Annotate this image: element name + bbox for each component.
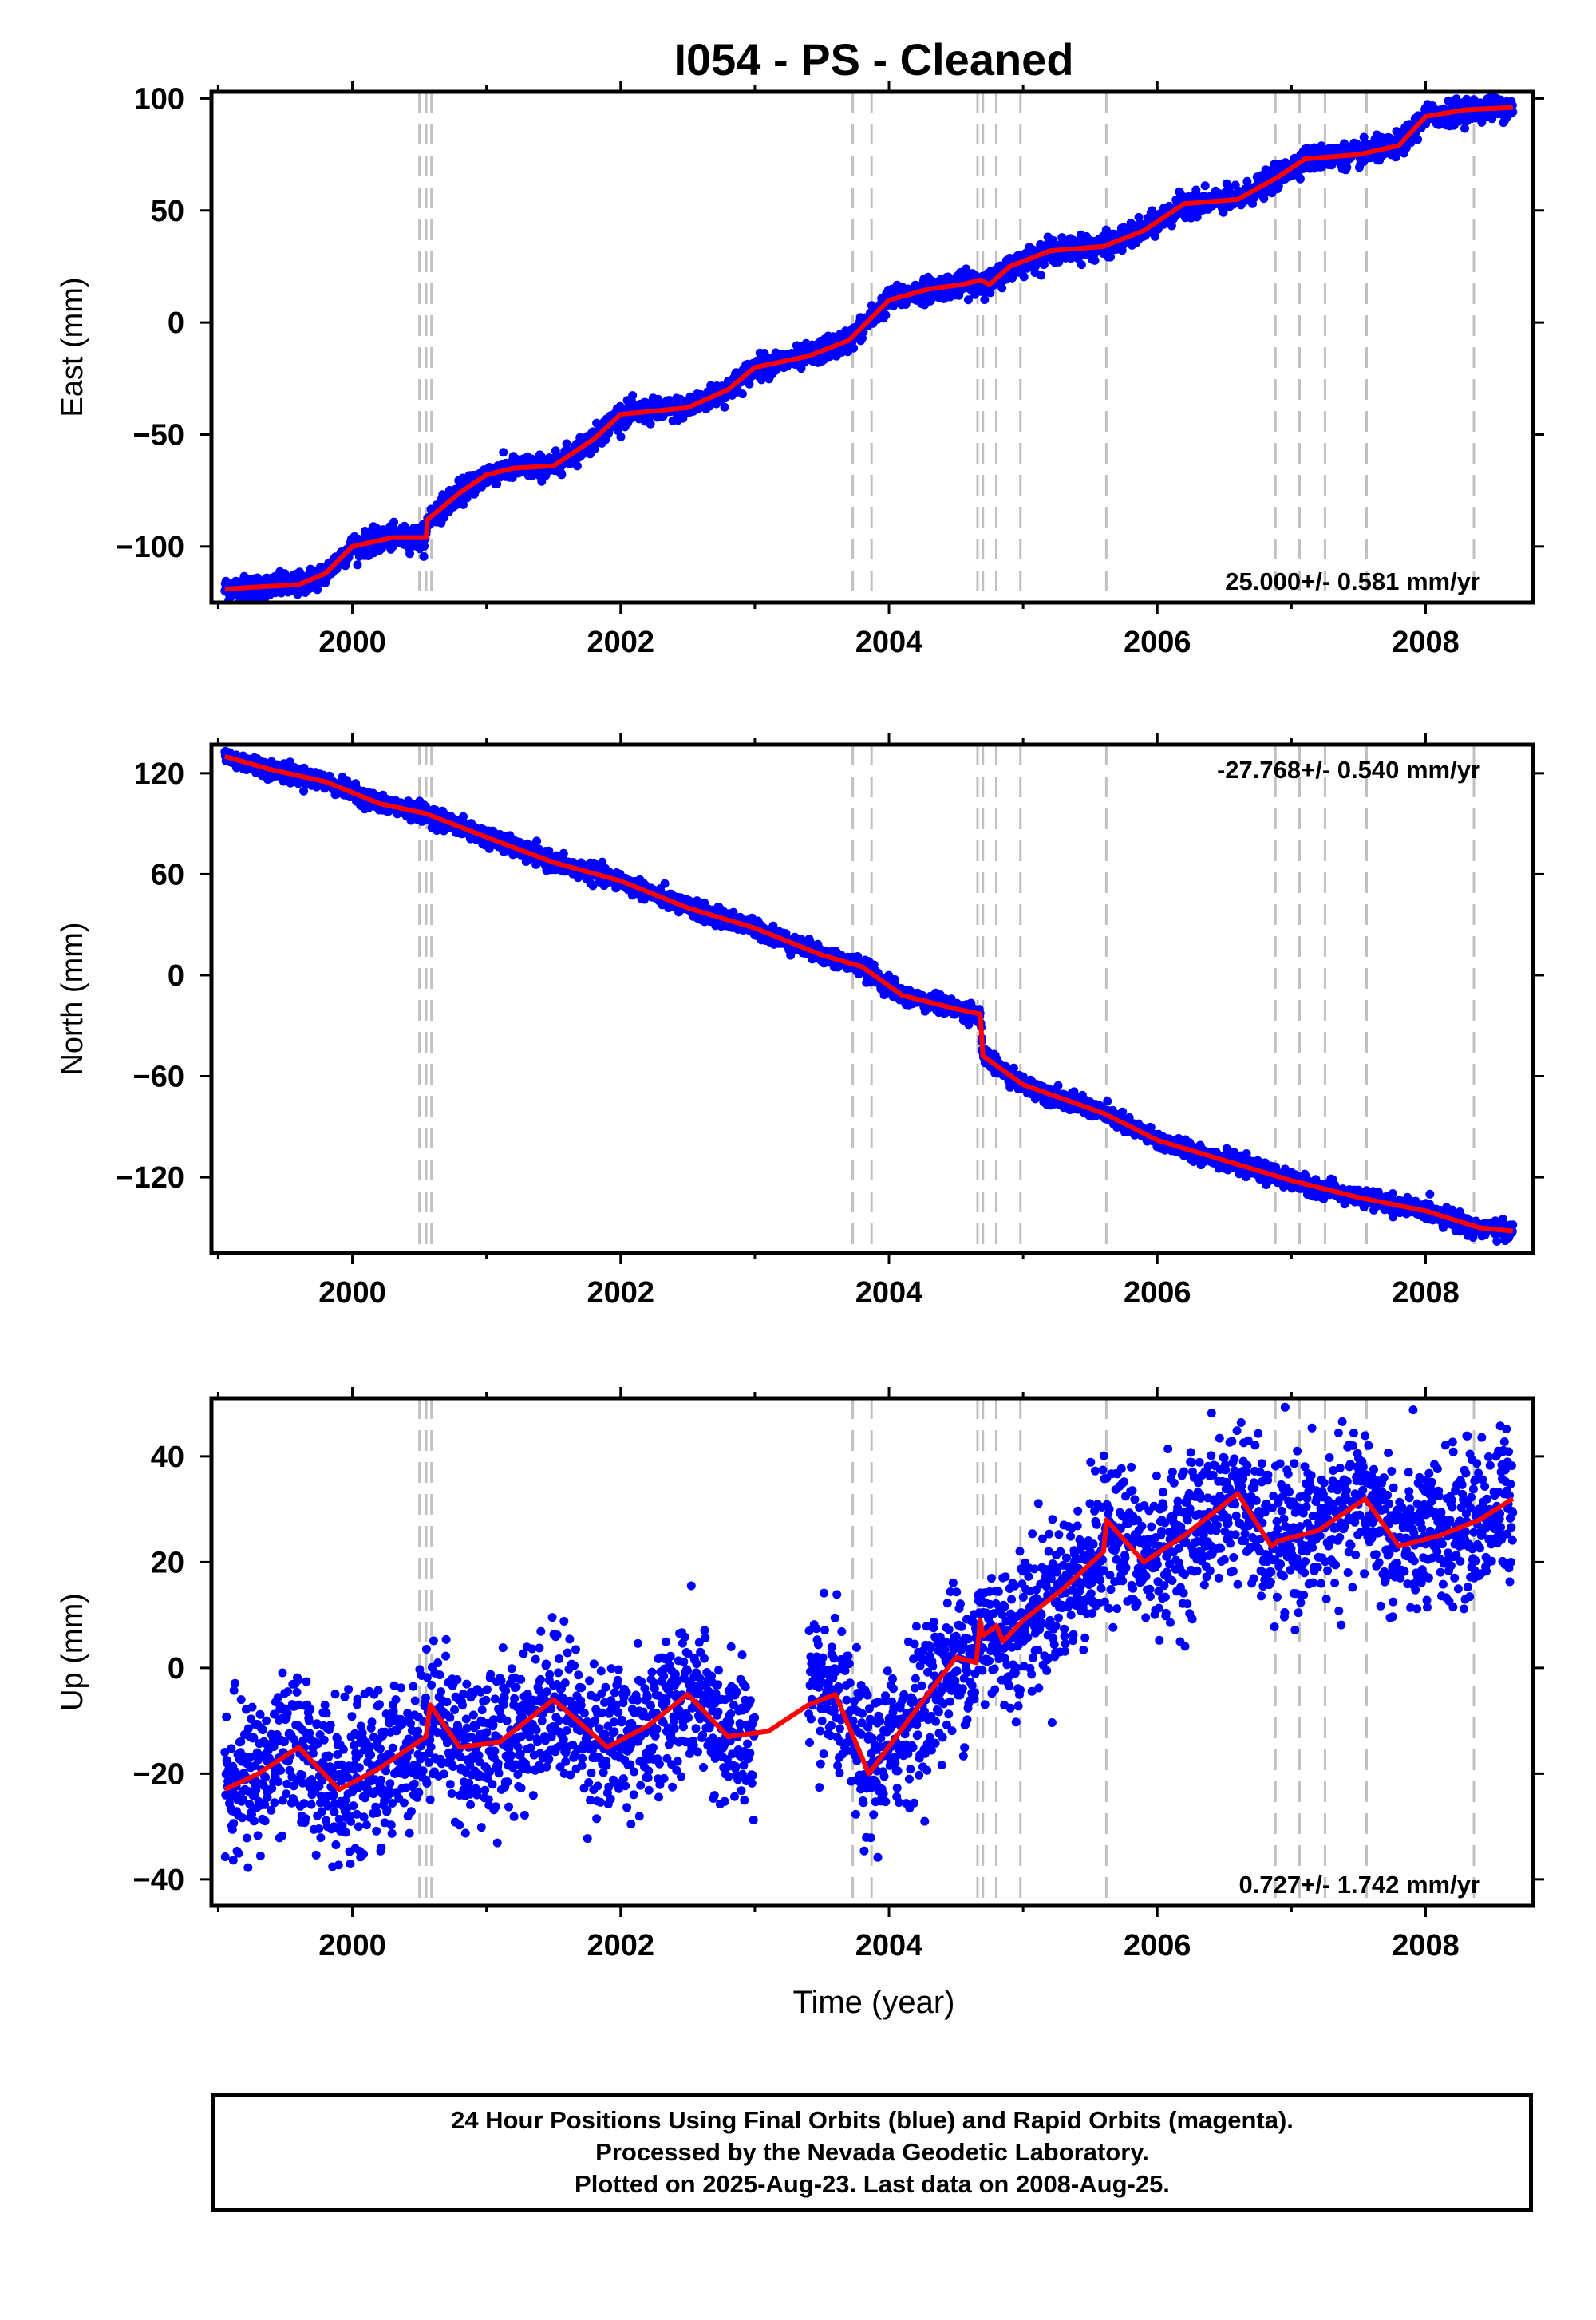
chart-title: I054 - PS - Cleaned bbox=[674, 34, 1073, 85]
data-point bbox=[1037, 271, 1045, 280]
y-tick-label: −50 bbox=[133, 418, 184, 452]
data-point bbox=[559, 849, 568, 858]
data-point bbox=[849, 344, 858, 353]
x-tick-label: 2006 bbox=[1124, 626, 1191, 659]
data-point bbox=[1091, 256, 1100, 265]
data-point bbox=[1020, 272, 1029, 281]
data-point bbox=[557, 470, 566, 479]
data-point bbox=[1201, 181, 1210, 190]
data-point bbox=[405, 549, 414, 558]
data-point bbox=[1342, 163, 1351, 172]
data-point bbox=[628, 391, 637, 400]
data-points bbox=[220, 747, 1517, 1246]
data-point bbox=[1460, 124, 1469, 133]
x-tick-label: 2008 bbox=[1392, 626, 1460, 659]
data-point bbox=[573, 461, 582, 470]
data-point bbox=[721, 403, 729, 412]
data-points bbox=[220, 93, 1517, 607]
y-tick-label: −100 bbox=[116, 531, 184, 564]
data-point bbox=[1296, 175, 1305, 184]
data-point bbox=[980, 295, 989, 304]
data-point bbox=[617, 433, 626, 441]
data-point bbox=[646, 420, 655, 429]
data-point bbox=[1413, 135, 1422, 144]
x-tick-label: 2000 bbox=[318, 626, 386, 659]
y-tick-label: 100 bbox=[134, 82, 184, 116]
y-axis-label: East (mm) bbox=[56, 277, 89, 417]
data-point bbox=[881, 310, 890, 319]
data-point bbox=[738, 389, 747, 398]
panel-east: 2000 2002 2004 2006 2008 −100 −50 0 50 100 East (m… bbox=[56, 81, 1544, 659]
model-line bbox=[225, 108, 1513, 590]
data-point bbox=[532, 836, 541, 845]
data-point bbox=[420, 552, 429, 561]
data-point bbox=[420, 542, 429, 551]
data-point bbox=[745, 380, 754, 389]
x-tick-label: 2002 bbox=[587, 626, 654, 659]
data-point bbox=[499, 448, 508, 456]
data-point bbox=[661, 879, 670, 888]
y-tick-label: 0 bbox=[168, 306, 184, 340]
rate-label: 25.000+/- 0.581 mm/yr bbox=[1225, 567, 1480, 595]
data-point bbox=[354, 560, 362, 569]
data-point bbox=[1077, 260, 1086, 269]
x-tick-label: 2004 bbox=[855, 626, 923, 659]
data-point bbox=[389, 518, 398, 527]
y-tick-label: 50 bbox=[151, 195, 184, 228]
panels: 2000 2002 2004 2006 2008 −100 −50 0 50 100 East (m… bbox=[56, 81, 1544, 1962]
data-point bbox=[998, 283, 1006, 292]
